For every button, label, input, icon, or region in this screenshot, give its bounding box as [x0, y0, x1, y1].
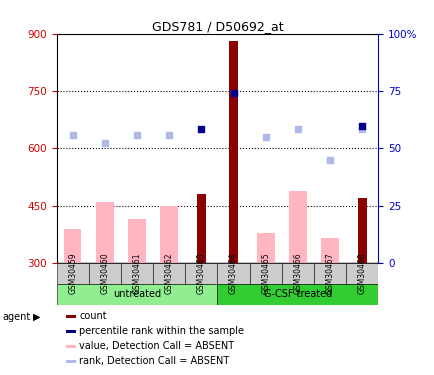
Text: GSM30468: GSM30468 [357, 253, 366, 294]
Point [101, 140, 108, 146]
Text: GSM30462: GSM30462 [164, 253, 173, 294]
Point [262, 134, 269, 140]
Point [358, 126, 365, 132]
Bar [153, 263, 185, 284]
Bar [89, 263, 121, 284]
Point [133, 132, 140, 138]
Text: agent: agent [2, 312, 30, 322]
Bar [229, 41, 237, 263]
Bar [121, 263, 153, 284]
Bar [56, 284, 217, 305]
Point [294, 126, 301, 132]
Bar [217, 263, 249, 284]
Point [197, 126, 204, 132]
Bar [160, 206, 178, 263]
Text: GSM30465: GSM30465 [261, 253, 270, 294]
Text: GSM30460: GSM30460 [100, 253, 109, 294]
Text: untreated: untreated [113, 290, 161, 300]
Bar [281, 263, 313, 284]
Point [69, 132, 76, 138]
Bar [64, 229, 81, 263]
Text: percentile rank within the sample: percentile rank within the sample [79, 326, 243, 336]
Point [230, 90, 237, 96]
Title: GDS781 / D50692_at: GDS781 / D50692_at [151, 20, 283, 33]
Bar [66, 360, 76, 363]
Text: value, Detection Call = ABSENT: value, Detection Call = ABSENT [79, 341, 234, 351]
Bar [345, 263, 378, 284]
Bar [357, 198, 366, 263]
Point [165, 132, 172, 138]
Text: GSM30466: GSM30466 [293, 253, 302, 294]
Text: GSM30464: GSM30464 [229, 253, 237, 294]
Text: GSM30467: GSM30467 [325, 253, 334, 294]
Bar [66, 330, 76, 333]
Bar [256, 232, 274, 263]
Bar [96, 202, 113, 263]
Bar [66, 345, 76, 348]
Text: GSM30461: GSM30461 [132, 253, 141, 294]
Bar [313, 263, 345, 284]
Text: ▶: ▶ [33, 312, 40, 322]
Bar [128, 219, 145, 263]
Bar [56, 263, 89, 284]
Bar [197, 194, 205, 263]
Point [358, 123, 365, 129]
Bar [321, 238, 338, 263]
Text: GSM30459: GSM30459 [68, 253, 77, 294]
Bar [249, 263, 281, 284]
Text: GSM30463: GSM30463 [197, 253, 205, 294]
Bar [66, 315, 76, 318]
Text: count: count [79, 311, 107, 321]
Text: G-CSF treated: G-CSF treated [263, 290, 331, 300]
Bar [289, 190, 306, 263]
Bar [185, 263, 217, 284]
Text: rank, Detection Call = ABSENT: rank, Detection Call = ABSENT [79, 356, 229, 366]
Bar [217, 284, 378, 305]
Point [326, 157, 333, 163]
